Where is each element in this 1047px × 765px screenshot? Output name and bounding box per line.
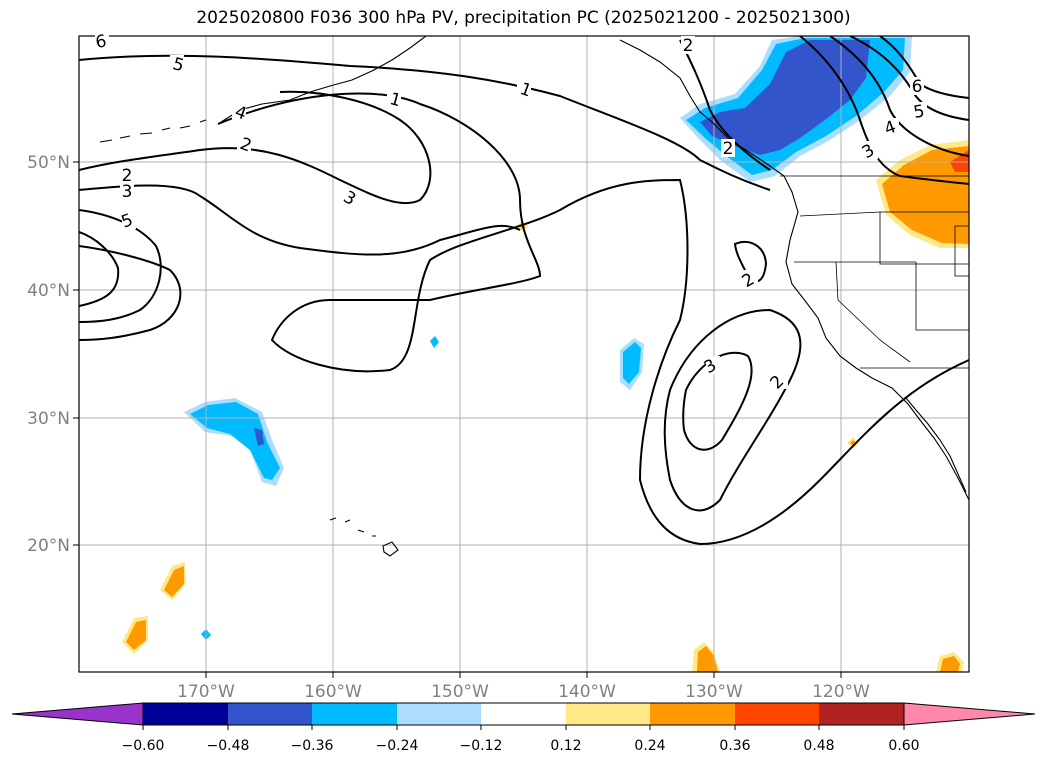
colorbar-tick-5: −0.12: [460, 738, 503, 754]
colorbar-extend-high: [903, 702, 1036, 726]
contour-3-west: [79, 184, 521, 256]
coastlines: [99, 36, 969, 557]
contour-label-2-west: 2: [122, 166, 133, 186]
contour-label-5-nw: 5: [170, 54, 186, 76]
lon-label-120w: 120°W: [812, 682, 870, 702]
contour-label-6-nw: 6: [94, 31, 108, 53]
colorbar-segment-8: [735, 703, 819, 725]
precip-negative-area-northwest-core: [700, 40, 870, 155]
hawaii-islands: [329, 517, 399, 557]
colorbar-segment-6: [566, 703, 650, 725]
aleutian-islands: [99, 119, 207, 143]
precip-negative-area-west-mid: [190, 402, 280, 480]
precip-positive-area-south-2-core: [126, 620, 146, 650]
contour-2-east: [663, 308, 802, 512]
contour-2-west: [79, 90, 432, 205]
contour-1-central: [217, 92, 969, 546]
colorbar-tick-10: 0.60: [888, 738, 919, 754]
precip-negative-area-west-core: [254, 428, 264, 446]
gridlines: [79, 36, 969, 672]
colorbar-tick-2: −0.48: [207, 738, 250, 754]
colorbar-segment-5: [481, 703, 566, 725]
contour-2-small: [733, 241, 768, 283]
contour-label-3-west: 3: [122, 182, 133, 202]
axis-ticks: [73, 161, 842, 678]
colorbar-tick-6: 0.12: [550, 738, 581, 754]
contour-label-6-ne: 6: [912, 77, 923, 97]
map-frame: [78, 35, 970, 673]
contour-4-northeast: [829, 36, 969, 157]
lon-labels: 170°W 160°W 150°W 140°W 130°W 120°W: [177, 682, 870, 702]
lon-label-130w: 130°W: [685, 682, 743, 702]
lon-label-140w: 140°W: [558, 682, 616, 702]
colorbar-segment-9: [819, 703, 904, 725]
lat-label-30n: 30°N: [27, 409, 70, 429]
lat-label-20n: 20°N: [27, 536, 70, 556]
contour-6-west: [79, 231, 120, 307]
pv-contours: [79, 36, 969, 546]
contour-label-2-coast: 2: [723, 139, 734, 159]
lat-label-50n: 50°N: [27, 153, 70, 173]
contour-3-east: [682, 351, 753, 451]
precip-negative-area-central-mid: [623, 342, 641, 384]
contour-label-2-north-east: 2: [683, 36, 694, 56]
map-title: 2025020800 F036 300 hPa PV, precipitatio…: [196, 8, 851, 28]
alaska-coast: [217, 36, 427, 125]
colorbar-segment-3: [312, 703, 397, 725]
precip-positive-area-east-mid: [882, 146, 969, 244]
colorbar-tick-3: −0.36: [291, 738, 334, 754]
colorbar-segment-7: [650, 703, 735, 725]
contour-1-north: [79, 54, 771, 191]
contour-label-group: 6 5 4 2 1 1 2 3 5 3 2 6 5 4 3 2 2 3 2: [94, 31, 927, 393]
lon-label-170w: 170°W: [177, 682, 235, 702]
colorbar-tick-8: 0.36: [719, 738, 750, 754]
colorbar-frame: [142, 702, 905, 726]
precip-positive-area-south-1-core: [164, 566, 184, 597]
precip-positive-area-south-3-core: [697, 646, 718, 672]
colorbar-tick-1: −0.60: [122, 738, 165, 754]
lon-label-160w: 160°W: [304, 682, 362, 702]
contour-2-northeast: [679, 39, 771, 171]
colorbar-tick-9: 0.48: [803, 738, 834, 754]
colorbar-segment-1: [143, 703, 228, 725]
contour-5-west: [79, 209, 162, 323]
colorbar: −0.60 −0.48 −0.36 −0.24 −0.12 0.12 0.24 …: [11, 702, 1036, 754]
colorbar-segment-4: [397, 703, 481, 725]
precip-negative-dot-1: [430, 336, 439, 348]
colorbar-segment-2: [228, 703, 312, 725]
lat-labels: 50°N 40°N 30°N 20°N: [27, 153, 70, 556]
precip-positive-area-south-4-core: [940, 656, 960, 672]
colorbar-tick-4: −0.24: [376, 738, 419, 754]
colorbar-tick-7: 0.24: [634, 738, 665, 754]
colorbar-extend-low: [11, 702, 144, 726]
baja-coast: [905, 397, 967, 493]
contour-4-west: [79, 245, 182, 341]
contour-label-5-ne: 5: [912, 101, 926, 123]
lon-label-150w: 150°W: [431, 682, 489, 702]
north-america-coast: [619, 39, 969, 501]
contour-label-1-north: 1: [387, 89, 403, 111]
lat-label-40n: 40°N: [27, 281, 70, 301]
